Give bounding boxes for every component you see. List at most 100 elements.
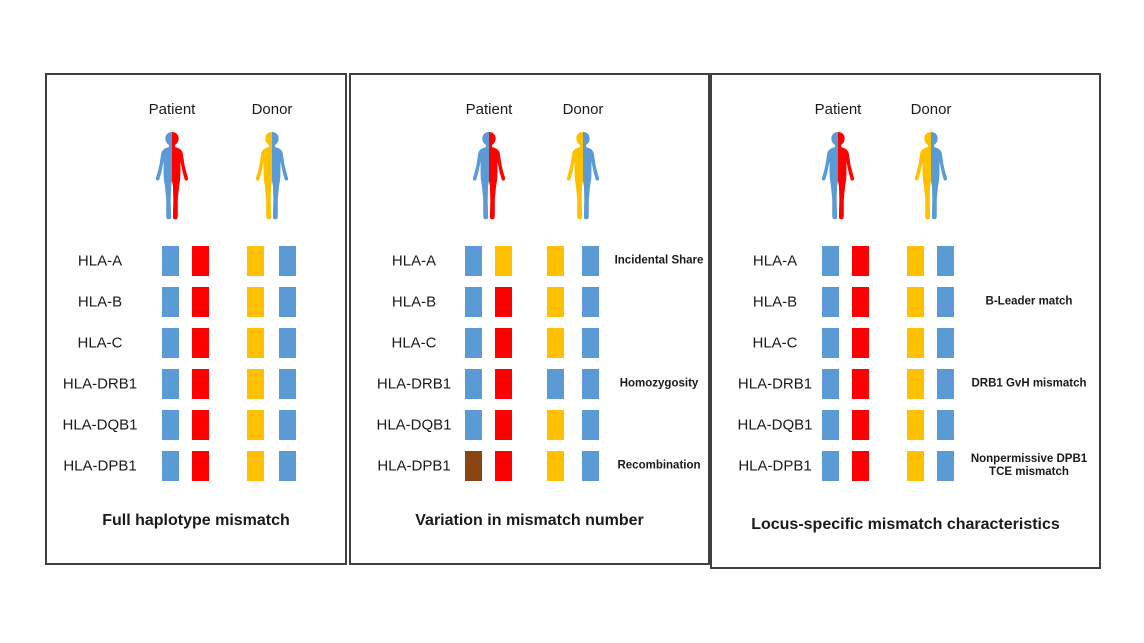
locus-label: HLA-B <box>77 293 123 311</box>
donor-figure-left-half <box>566 132 583 220</box>
donor-column-label: Donor <box>251 101 293 118</box>
patient-allele-bar-2 <box>192 451 209 481</box>
donor-allele-bar-1 <box>907 246 924 276</box>
locus-label: HLA-A <box>752 252 798 270</box>
donor-figure <box>249 132 295 221</box>
donor-allele-bar-2 <box>937 451 954 481</box>
locus-label: HLA-DRB1 <box>376 375 452 393</box>
patient-allele-bar-1 <box>822 451 839 481</box>
locus-label: HLA-C <box>391 334 437 352</box>
patient-allele-bar-2 <box>495 328 512 358</box>
hla-row-a: HLA-A Incidental Share <box>351 246 708 276</box>
locus-label: HLA-DQB1 <box>376 416 452 434</box>
donor-allele-bar-1 <box>247 451 264 481</box>
donor-allele-bar-2 <box>279 410 296 440</box>
hla-row-b: HLA-B <box>47 287 345 317</box>
patient-allele-bar-1 <box>162 410 179 440</box>
donor-allele-bar-1 <box>247 410 264 440</box>
donor-allele-bar-1 <box>247 328 264 358</box>
patient-allele-bar-2 <box>495 410 512 440</box>
locus-label: HLA-DQB1 <box>737 416 813 434</box>
hla-row-dqb1: HLA-DQB1 <box>351 410 708 440</box>
locus-label: HLA-DRB1 <box>737 375 813 393</box>
locus-label: HLA-C <box>77 334 123 352</box>
donor-allele-bar-2 <box>937 410 954 440</box>
hla-rows: HLA-A HLA-B B-Leader match HLA-C HLA-DRB… <box>712 246 1099 492</box>
patient-allele-bar-1 <box>465 328 482 358</box>
patient-figure-left-half <box>472 132 489 220</box>
patient-allele-bar-2 <box>852 246 869 276</box>
panel-variation-in-mismatch-number: Patient Donor HLA-A Incidental Share HLA… <box>349 73 710 565</box>
patient-allele-bar-2 <box>852 287 869 317</box>
hla-row-dpb1: HLA-DPB1 <box>47 451 345 481</box>
row-annotation: B-Leader match <box>985 295 1073 308</box>
patient-allele-bar-2 <box>192 410 209 440</box>
patient-column-label: Patient <box>814 101 862 118</box>
donor-allele-bar-2 <box>937 246 954 276</box>
patient-allele-bar-1 <box>822 410 839 440</box>
donor-allele-bar-1 <box>247 246 264 276</box>
donor-allele-bar-1 <box>907 451 924 481</box>
donor-allele-bar-1 <box>247 369 264 399</box>
panel-title: Full haplotype mismatch <box>102 512 290 529</box>
patient-allele-bar-1 <box>465 451 482 481</box>
patient-figure <box>815 132 861 221</box>
panel-title: Locus-specific mismatch characteristics <box>751 516 1060 533</box>
hla-row-c: HLA-C <box>47 328 345 358</box>
hla-row-drb1: HLA-DRB1 Homozygosity <box>351 369 708 399</box>
donor-allele-bar-1 <box>547 246 564 276</box>
hla-rows: HLA-A HLA-B HLA-C HLA-DRB1 <box>47 246 345 492</box>
patient-column-label: Patient <box>465 101 513 118</box>
patient-allele-bar-2 <box>495 287 512 317</box>
donor-allele-bar-2 <box>279 246 296 276</box>
patient-allele-bar-2 <box>495 369 512 399</box>
patient-figure-left-half <box>155 132 172 220</box>
locus-label: HLA-DPB1 <box>738 457 812 475</box>
donor-figure <box>908 132 954 221</box>
patient-allele-bar-2 <box>192 369 209 399</box>
patient-allele-bar-1 <box>465 369 482 399</box>
donor-allele-bar-2 <box>279 451 296 481</box>
hla-row-dpb1: HLA-DPB1 Nonpermissive DPB1 TCE mismatch <box>712 451 1099 481</box>
patient-figure-right-half <box>172 132 189 220</box>
donor-allele-bar-1 <box>547 328 564 358</box>
patient-allele-bar-1 <box>162 451 179 481</box>
donor-figure-left-half <box>914 132 931 220</box>
patient-figure-right-half <box>838 132 855 220</box>
donor-figure-right-half <box>931 132 948 220</box>
patient-allele-bar-1 <box>162 328 179 358</box>
locus-label: HLA-A <box>77 252 123 270</box>
patient-allele-bar-1 <box>465 246 482 276</box>
donor-allele-bar-2 <box>582 451 599 481</box>
locus-label: HLA-DRB1 <box>62 375 138 393</box>
donor-allele-bar-2 <box>582 328 599 358</box>
hla-row-a: HLA-A <box>47 246 345 276</box>
patient-figure <box>149 132 195 221</box>
donor-allele-bar-1 <box>907 287 924 317</box>
row-annotation: Incidental Share <box>614 254 704 267</box>
patient-allele-bar-1 <box>162 287 179 317</box>
patient-figure-left-half <box>821 132 838 220</box>
patient-allele-bar-2 <box>852 328 869 358</box>
donor-allele-bar-1 <box>907 328 924 358</box>
donor-allele-bar-2 <box>279 287 296 317</box>
patient-allele-bar-1 <box>822 246 839 276</box>
donor-allele-bar-2 <box>937 369 954 399</box>
locus-label: HLA-A <box>391 252 437 270</box>
patient-allele-bar-2 <box>192 287 209 317</box>
donor-allele-bar-1 <box>547 287 564 317</box>
locus-label: HLA-DQB1 <box>62 416 138 434</box>
donor-allele-bar-2 <box>582 287 599 317</box>
patient-allele-bar-2 <box>495 246 512 276</box>
donor-allele-bar-2 <box>937 287 954 317</box>
donor-allele-bar-1 <box>547 369 564 399</box>
hla-row-drb1: HLA-DRB1 <box>47 369 345 399</box>
donor-allele-bar-2 <box>582 410 599 440</box>
patient-allele-bar-1 <box>822 328 839 358</box>
hla-row-b: HLA-B B-Leader match <box>712 287 1099 317</box>
patient-allele-bar-2 <box>192 328 209 358</box>
locus-label: HLA-DPB1 <box>63 457 137 475</box>
locus-label: HLA-C <box>752 334 798 352</box>
donor-allele-bar-2 <box>937 328 954 358</box>
panel-title: Variation in mismatch number <box>415 512 644 529</box>
